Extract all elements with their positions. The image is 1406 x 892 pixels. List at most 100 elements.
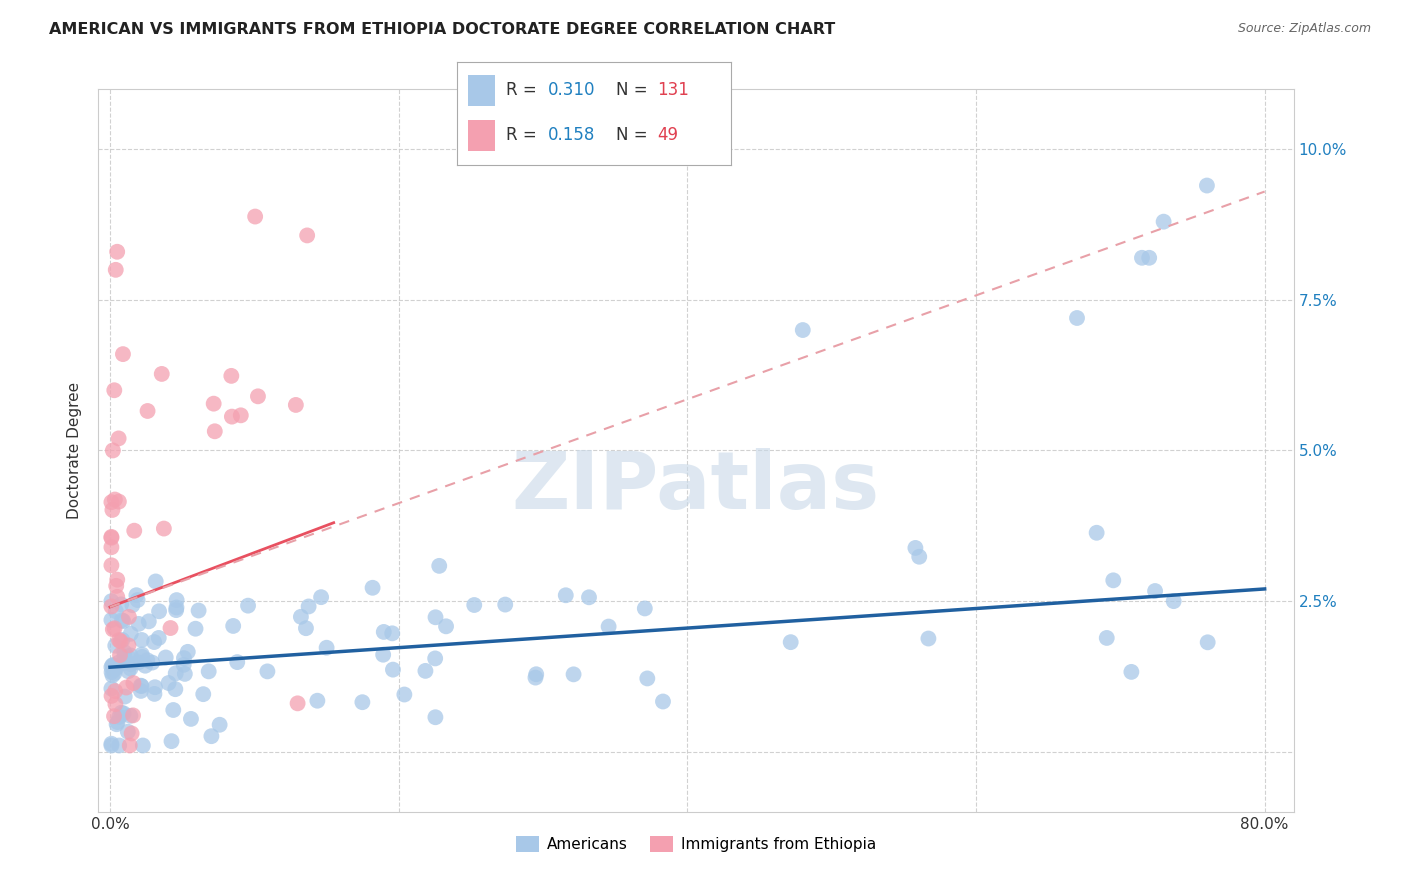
Point bbox=[148, 631, 170, 645]
Point bbox=[127, 656, 149, 670]
Point bbox=[103, 709, 125, 723]
Point bbox=[1137, 251, 1160, 265]
Point bbox=[136, 404, 159, 418]
Point bbox=[160, 734, 183, 748]
Text: 131: 131 bbox=[657, 81, 689, 99]
Point bbox=[173, 657, 195, 672]
Point bbox=[104, 262, 127, 277]
Point bbox=[373, 648, 395, 662]
Point bbox=[295, 621, 318, 635]
Point bbox=[1163, 594, 1185, 608]
Point bbox=[131, 648, 153, 662]
Text: Source: ZipAtlas.com: Source: ZipAtlas.com bbox=[1237, 22, 1371, 36]
Point bbox=[148, 604, 170, 618]
Point bbox=[373, 624, 395, 639]
Point bbox=[290, 609, 312, 624]
Point bbox=[157, 676, 180, 690]
Point bbox=[381, 626, 404, 640]
Point bbox=[108, 494, 131, 508]
Point bbox=[150, 367, 173, 381]
Point bbox=[105, 573, 128, 587]
Point bbox=[159, 621, 181, 635]
Point bbox=[104, 492, 127, 507]
Point bbox=[122, 524, 145, 538]
Point bbox=[100, 531, 122, 545]
Point bbox=[131, 649, 153, 664]
Point bbox=[143, 687, 166, 701]
Point bbox=[917, 632, 939, 646]
Point bbox=[115, 681, 138, 695]
Point bbox=[118, 739, 141, 753]
Point bbox=[104, 684, 127, 698]
Point bbox=[117, 639, 139, 653]
Point bbox=[100, 495, 122, 509]
Point bbox=[425, 610, 447, 624]
Point bbox=[598, 619, 620, 633]
Point bbox=[155, 650, 177, 665]
Point bbox=[107, 656, 129, 670]
Point bbox=[256, 665, 278, 679]
Point bbox=[554, 588, 576, 602]
Point bbox=[131, 679, 153, 693]
Point bbox=[208, 718, 231, 732]
Point bbox=[107, 432, 129, 446]
Point bbox=[187, 603, 209, 617]
Point bbox=[578, 591, 600, 605]
Point bbox=[132, 739, 155, 753]
Point bbox=[105, 579, 128, 593]
Point bbox=[101, 503, 124, 517]
Point bbox=[117, 649, 139, 664]
Point bbox=[110, 598, 132, 612]
Point bbox=[173, 666, 195, 681]
Point bbox=[200, 729, 222, 743]
Point bbox=[221, 368, 243, 383]
Text: N =: N = bbox=[616, 81, 652, 99]
Point bbox=[105, 590, 128, 604]
Point bbox=[184, 622, 207, 636]
Point bbox=[425, 651, 447, 665]
Point bbox=[100, 613, 122, 627]
Point bbox=[108, 648, 131, 662]
Point bbox=[222, 619, 245, 633]
Point bbox=[108, 633, 131, 648]
Point bbox=[394, 688, 416, 702]
Point bbox=[120, 657, 142, 672]
Point bbox=[221, 409, 243, 424]
Point bbox=[112, 649, 135, 664]
Point bbox=[415, 664, 437, 678]
Point bbox=[103, 384, 125, 398]
Point bbox=[229, 409, 252, 423]
Point bbox=[101, 623, 124, 637]
Point bbox=[118, 610, 141, 624]
Point bbox=[297, 599, 319, 614]
Point bbox=[153, 522, 176, 536]
Point bbox=[104, 697, 127, 711]
Point bbox=[121, 598, 143, 612]
Point bbox=[307, 694, 329, 708]
Point bbox=[100, 660, 122, 674]
Point bbox=[1197, 635, 1219, 649]
Point bbox=[127, 593, 149, 607]
Point bbox=[100, 599, 122, 614]
Point bbox=[122, 676, 145, 690]
Point bbox=[108, 739, 131, 753]
Point bbox=[173, 651, 195, 665]
Point bbox=[101, 443, 124, 458]
Point bbox=[361, 581, 384, 595]
Point bbox=[562, 667, 585, 681]
Point bbox=[117, 724, 139, 739]
Point bbox=[112, 706, 135, 721]
Point bbox=[165, 666, 187, 681]
Point bbox=[141, 656, 163, 670]
Point bbox=[652, 694, 675, 708]
Point bbox=[287, 696, 309, 710]
Text: R =: R = bbox=[506, 81, 543, 99]
Point bbox=[143, 635, 166, 649]
Point bbox=[1153, 214, 1175, 228]
Point bbox=[103, 621, 125, 635]
Point bbox=[792, 323, 814, 337]
Point bbox=[100, 689, 122, 703]
Point bbox=[352, 695, 374, 709]
Point bbox=[779, 635, 801, 649]
Point bbox=[1066, 310, 1088, 325]
